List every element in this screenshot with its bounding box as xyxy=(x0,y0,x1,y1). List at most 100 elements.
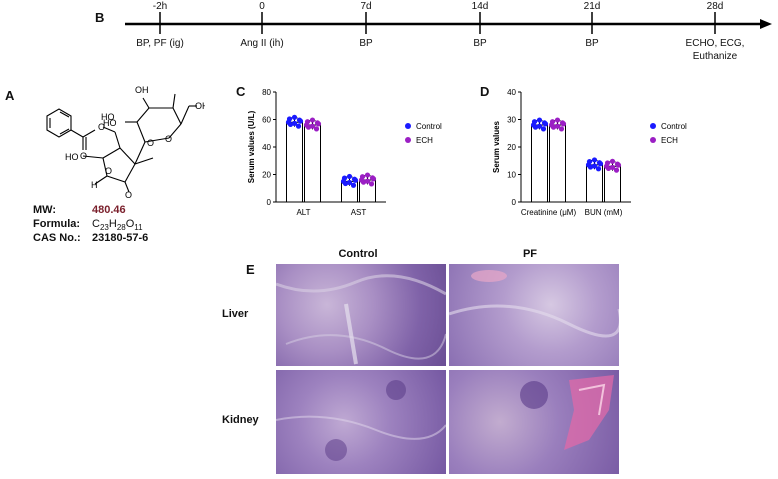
histology-kidney-control xyxy=(275,370,447,474)
atom-label: HO xyxy=(103,118,117,128)
timeline-event-label: ECHO, ECG, xyxy=(685,38,745,49)
timeline-time-label: 7d xyxy=(360,1,372,12)
data-point xyxy=(585,162,592,168)
atom-label: HO xyxy=(101,112,115,122)
data-point xyxy=(297,118,304,124)
x-tick-label: BUN (mM) xyxy=(585,208,623,217)
data-point xyxy=(603,163,610,169)
y-tick-label: 40 xyxy=(507,88,516,97)
timeline-event-label: Euthanize xyxy=(692,51,738,62)
data-point xyxy=(340,178,347,184)
data-point xyxy=(291,120,298,126)
row-label-kidney: Kidney xyxy=(222,414,259,426)
liver-pf-texture xyxy=(448,270,622,338)
data-point xyxy=(346,179,353,186)
data-point xyxy=(591,157,598,163)
x-tick-label: AST xyxy=(351,208,367,217)
timeline-time-label: 14d xyxy=(471,1,489,12)
atom-label: OH xyxy=(135,85,149,95)
mw-value: 480.46 xyxy=(92,204,126,216)
data-point xyxy=(615,162,622,168)
timeline-time-label: 28d xyxy=(706,1,724,12)
y-tick-label: 0 xyxy=(512,198,517,207)
kidney-pf-texture xyxy=(520,375,614,450)
data-point xyxy=(285,119,292,125)
atom-label: O xyxy=(80,151,87,161)
y-tick-label: 80 xyxy=(262,88,271,97)
timeline-event-label: BP xyxy=(473,38,487,49)
x-tick-label: ALT xyxy=(296,208,310,217)
timeline-time-label: -2h xyxy=(152,1,168,12)
cas-value: 23180-57-6 xyxy=(92,232,149,244)
legend-label: ECH xyxy=(661,136,678,145)
timeline-time-label: 21d xyxy=(583,1,601,12)
data-point xyxy=(554,123,561,129)
molecular-formula: C23H28O11 xyxy=(92,218,143,233)
formula-label: Formula: xyxy=(33,218,81,230)
data-point xyxy=(291,114,298,120)
x-tick-label: Creatinine (μM) xyxy=(521,208,577,217)
legend-label: Control xyxy=(416,122,442,131)
legend-label: ECH xyxy=(416,136,433,145)
y-tick-label: 60 xyxy=(262,116,271,125)
data-point xyxy=(364,178,371,184)
y-axis-label: Serum values (U/L) xyxy=(247,110,256,183)
y-tick-label: 10 xyxy=(507,171,516,180)
atom-label: OH xyxy=(195,101,205,111)
data-point xyxy=(309,117,316,123)
cas-label: CAS No.: xyxy=(33,232,81,244)
y-tick-label: 20 xyxy=(262,171,271,180)
panel-c-letter: C xyxy=(236,84,246,99)
formula-value: C23H28O11 xyxy=(92,218,143,232)
data-point xyxy=(350,182,357,188)
atom-label: O xyxy=(165,134,172,144)
atom-label: O xyxy=(147,138,154,148)
atom-label: HO xyxy=(65,152,79,162)
data-point xyxy=(313,126,320,132)
data-point xyxy=(352,177,359,183)
data-point xyxy=(613,167,620,173)
histology-kidney-pf xyxy=(449,370,619,474)
bar-control xyxy=(531,124,548,203)
data-point xyxy=(315,121,322,127)
timeline-event-label: Ang II (ih) xyxy=(240,38,284,49)
data-point xyxy=(358,177,365,183)
atom-label: O xyxy=(98,122,105,132)
panel-a-letter: A xyxy=(5,88,15,103)
column-header-pf: PF xyxy=(522,248,538,260)
liver-control-texture xyxy=(275,274,447,365)
paeoniflorin-structure: O O HO OH HO OH O O HO H O O xyxy=(46,85,205,200)
bar-ech xyxy=(549,124,566,203)
y-tick-label: 40 xyxy=(262,143,271,152)
panel-b-letter: B xyxy=(95,10,105,25)
data-point xyxy=(536,123,543,129)
data-point xyxy=(368,181,375,187)
data-point xyxy=(346,173,353,180)
data-point xyxy=(295,123,302,129)
panel-e-letter: E xyxy=(246,262,255,277)
histology-liver-pf xyxy=(448,264,622,366)
bar-ech xyxy=(304,124,321,203)
timeline-axis xyxy=(125,12,772,34)
data-point xyxy=(540,126,547,132)
legend-marker xyxy=(405,123,411,129)
timeline-event-label: BP, PF (ig) xyxy=(136,38,184,49)
data-point xyxy=(591,163,598,169)
data-point xyxy=(364,172,371,178)
atom-label: O xyxy=(105,166,112,176)
data-point xyxy=(548,122,555,128)
timeline-time-label: 0 xyxy=(259,1,265,12)
row-label-liver: Liver xyxy=(222,308,249,320)
atom-label: H xyxy=(91,180,98,190)
data-point xyxy=(560,121,567,127)
timeline-event-label: BP xyxy=(359,38,373,49)
y-tick-label: 20 xyxy=(507,143,516,152)
legend-marker xyxy=(650,137,656,143)
legend-marker xyxy=(405,137,411,143)
mw-label: MW: xyxy=(33,204,57,216)
chart-d: 0 10 20 30 40 Serum values Creatinine (μM) BUN … xyxy=(492,88,687,217)
histology-liver-control xyxy=(275,264,447,366)
data-point xyxy=(595,166,602,172)
legend-label: Control xyxy=(661,122,687,131)
data-point xyxy=(558,126,565,132)
